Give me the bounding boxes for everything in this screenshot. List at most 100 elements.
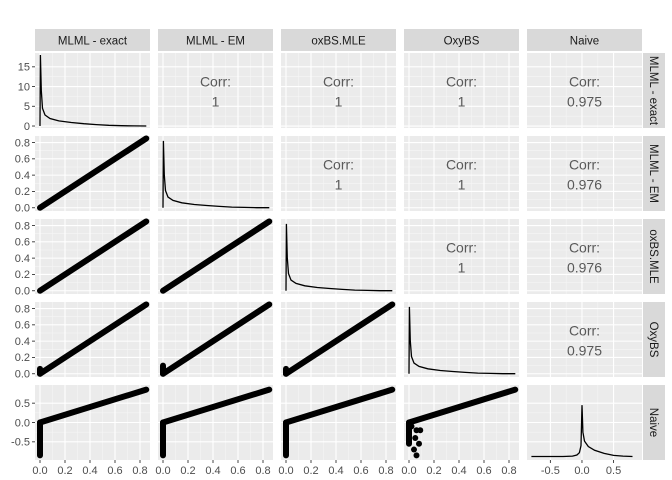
y-tick-label: 0.2 (15, 352, 30, 364)
corr-label: Corr: (446, 240, 477, 256)
y-tick-label: 0.5 (15, 398, 30, 410)
x-tick-label: 0.0 (32, 465, 47, 477)
scatter-points (283, 301, 396, 377)
row-strip-label: Naive (647, 408, 659, 437)
row-strip-label: OxyBS (647, 322, 659, 358)
scatter-point (413, 452, 420, 459)
panel (404, 136, 519, 211)
corr-value: 1 (335, 94, 343, 110)
y-tick-label: 0.0 (15, 369, 30, 381)
corr-label: Corr: (323, 157, 354, 173)
x-tick-label: -0.5 (541, 465, 560, 477)
scatter-points (37, 218, 150, 294)
panel-background (527, 136, 642, 211)
panel (527, 53, 642, 128)
corr-label: Corr: (569, 157, 600, 173)
panel-background (281, 53, 396, 128)
panel-background (158, 53, 273, 128)
y-tick-label: -0.5 (11, 437, 30, 449)
y-tick-label: 0.8 (15, 303, 30, 315)
x-tick-label: 0.2 (57, 465, 72, 477)
scatter-point (412, 434, 419, 441)
panel (281, 385, 396, 460)
scatter-point (408, 423, 415, 430)
corr-value: 1 (458, 260, 466, 276)
density-curve (162, 140, 270, 209)
column-strip: Naive (527, 29, 642, 51)
panel-background (527, 302, 642, 377)
panel (404, 302, 519, 377)
scatter-points (37, 135, 150, 211)
column-strip-label: oxBS.MLE (311, 36, 366, 48)
panel-background (281, 219, 396, 294)
column-strip: OxyBS (404, 29, 519, 51)
density-curve (39, 54, 147, 127)
corr-value: 0.976 (567, 177, 602, 193)
scatter-points (160, 218, 273, 294)
x-tick-label: 0.4 (205, 465, 220, 477)
x-tick-label: 0.8 (501, 465, 516, 477)
x-tick-label: 0.2 (426, 465, 441, 477)
y-tick-label: 0.4 (15, 170, 30, 182)
panel (404, 219, 519, 294)
y-tick-label: 10 (18, 81, 30, 93)
panel-background (404, 53, 519, 128)
panel (158, 136, 273, 211)
y-tick-label: 0.6 (15, 237, 30, 249)
strip-background (643, 136, 665, 211)
corr-value: 1 (212, 94, 220, 110)
column-strip-label: MLML - exact (58, 36, 128, 48)
x-tick-label: 0.0 (155, 465, 170, 477)
scatter-point (411, 446, 417, 453)
column-strip: MLML - exact (35, 29, 150, 51)
column-strip: oxBS.MLE (281, 29, 396, 51)
panel-background (404, 302, 519, 377)
x-tick-label: 0.6 (107, 465, 122, 477)
scatter-points (37, 301, 150, 377)
row-strip: oxBS.MLE (643, 219, 665, 294)
x-tick-label: 0.0 (574, 465, 589, 477)
strip-background (35, 29, 150, 51)
y-tick-label: 0.6 (15, 320, 30, 332)
density-curve (531, 405, 633, 458)
corr-value: 0.975 (567, 94, 602, 110)
scatter-points (37, 386, 150, 426)
column-strip-label: MLML - EM (186, 36, 245, 48)
x-tick-label: 0.5 (606, 465, 621, 477)
corr-label: Corr: (200, 74, 231, 90)
corr-label: Corr: (569, 323, 600, 339)
panel (527, 136, 642, 211)
panel-background (35, 53, 150, 128)
y-tick-label: 0.0 (15, 286, 30, 298)
x-tick-label: 0.4 (82, 465, 97, 477)
row-strip: Naive (643, 385, 665, 460)
panel-background (404, 136, 519, 211)
corr-value: 1 (458, 94, 466, 110)
y-tick-label: 5 (24, 101, 30, 113)
scatter-points (160, 386, 273, 426)
panel-background (281, 136, 396, 211)
corr-value: 0.976 (567, 260, 602, 276)
corr-value: 1 (335, 177, 343, 193)
scatter-point (416, 440, 422, 447)
corr-label: Corr: (323, 74, 354, 90)
corr-label: Corr: (446, 157, 477, 173)
y-tick-label: 0 (24, 121, 30, 133)
y-tick-label: 0.0 (15, 417, 30, 429)
panel (281, 219, 396, 294)
strip-background (643, 302, 665, 377)
y-tick-label: 15 (18, 62, 30, 74)
strip-background (281, 29, 396, 51)
y-tick-label: 0.2 (15, 269, 30, 281)
y-tick-label: 0.4 (15, 336, 30, 348)
x-tick-label: 0.6 (230, 465, 245, 477)
panel-background (527, 53, 642, 128)
panel (527, 302, 642, 377)
x-tick-label: 0.8 (378, 465, 393, 477)
panel (527, 385, 642, 460)
y-tick-label: 0.2 (15, 186, 30, 198)
x-tick-label: 0.0 (278, 465, 293, 477)
scatter-points (283, 386, 396, 426)
x-tick-label: 0.0 (401, 465, 416, 477)
